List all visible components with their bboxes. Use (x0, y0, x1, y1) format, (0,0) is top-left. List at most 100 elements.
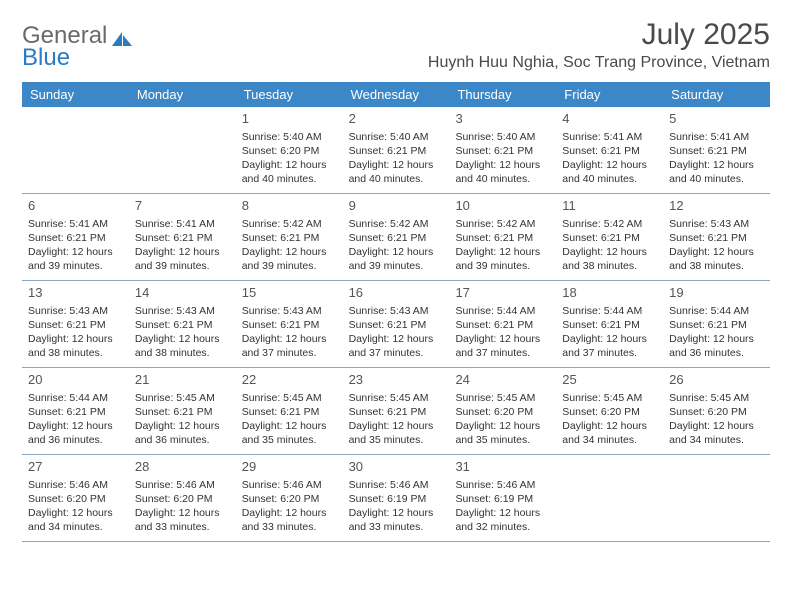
day-cell: 26Sunrise: 5:45 AMSunset: 6:20 PMDayligh… (663, 368, 770, 454)
daylight-text: Daylight: 12 hours and 39 minutes. (349, 245, 444, 273)
day-number: 1 (242, 110, 337, 128)
daylight-text: Daylight: 12 hours and 34 minutes. (669, 419, 764, 447)
day-number: 7 (135, 197, 230, 215)
sunrise-text: Sunrise: 5:42 AM (349, 217, 444, 231)
sunset-text: Sunset: 6:21 PM (135, 318, 230, 332)
sunset-text: Sunset: 6:20 PM (242, 492, 337, 506)
day-cell: 17Sunrise: 5:44 AMSunset: 6:21 PMDayligh… (449, 281, 556, 367)
day-number: 11 (562, 197, 657, 215)
sunrise-text: Sunrise: 5:43 AM (669, 217, 764, 231)
sunrise-text: Sunrise: 5:40 AM (455, 130, 550, 144)
week-row: 20Sunrise: 5:44 AMSunset: 6:21 PMDayligh… (22, 368, 770, 455)
header: GeneralBlue July 2025 Huynh Huu Nghia, S… (22, 18, 770, 72)
day-number: 2 (349, 110, 444, 128)
sunset-text: Sunset: 6:19 PM (349, 492, 444, 506)
day-number: 6 (28, 197, 123, 215)
sunrise-text: Sunrise: 5:44 AM (28, 391, 123, 405)
sunrise-text: Sunrise: 5:43 AM (242, 304, 337, 318)
day-number: 23 (349, 371, 444, 389)
sunrise-text: Sunrise: 5:41 AM (28, 217, 123, 231)
day-number: 27 (28, 458, 123, 476)
daylight-text: Daylight: 12 hours and 38 minutes. (28, 332, 123, 360)
daylight-text: Daylight: 12 hours and 33 minutes. (242, 506, 337, 534)
day-cell: 19Sunrise: 5:44 AMSunset: 6:21 PMDayligh… (663, 281, 770, 367)
daylight-text: Daylight: 12 hours and 40 minutes. (455, 158, 550, 186)
daylight-text: Daylight: 12 hours and 36 minutes. (28, 419, 123, 447)
daylight-text: Daylight: 12 hours and 34 minutes. (562, 419, 657, 447)
day-number: 18 (562, 284, 657, 302)
day-cell: 1Sunrise: 5:40 AMSunset: 6:20 PMDaylight… (236, 107, 343, 193)
sunset-text: Sunset: 6:21 PM (669, 231, 764, 245)
day-cell: 27Sunrise: 5:46 AMSunset: 6:20 PMDayligh… (22, 455, 129, 541)
day-number: 16 (349, 284, 444, 302)
day-cell: 12Sunrise: 5:43 AMSunset: 6:21 PMDayligh… (663, 194, 770, 280)
sunset-text: Sunset: 6:21 PM (349, 405, 444, 419)
dow-wednesday: Wednesday (343, 82, 450, 107)
daylight-text: Daylight: 12 hours and 37 minutes. (562, 332, 657, 360)
day-number: 26 (669, 371, 764, 389)
daylight-text: Daylight: 12 hours and 40 minutes. (242, 158, 337, 186)
sunrise-text: Sunrise: 5:42 AM (562, 217, 657, 231)
month-title: July 2025 (428, 18, 770, 52)
dow-tuesday: Tuesday (236, 82, 343, 107)
sunset-text: Sunset: 6:21 PM (455, 144, 550, 158)
day-cell: 18 Sunrise: 5:44 AMSunset: 6:21 PMDayligh… (556, 281, 663, 367)
sunrise-text: Sunrise: 5:44 AM (562, 304, 657, 318)
daylight-text: Daylight: 12 hours and 33 minutes. (349, 506, 444, 534)
daylight-text: Daylight: 12 hours and 40 minutes. (349, 158, 444, 186)
sunrise-text: Sunrise: 5:43 AM (349, 304, 444, 318)
sunrise-text: Sunrise: 5:40 AM (242, 130, 337, 144)
dow-saturday: Saturday (663, 82, 770, 107)
sunset-text: Sunset: 6:21 PM (562, 231, 657, 245)
sunrise-text: Sunrise: 5:42 AM (242, 217, 337, 231)
daylight-text: Daylight: 12 hours and 39 minutes. (455, 245, 550, 273)
logo: GeneralBlue (22, 18, 134, 70)
week-row: 13Sunrise: 5:43 AMSunset: 6:21 PMDayligh… (22, 281, 770, 368)
daylight-text: Daylight: 12 hours and 36 minutes. (669, 332, 764, 360)
day-cell: 10Sunrise: 5:42 AMSunset: 6:21 PMDayligh… (449, 194, 556, 280)
empty-cell (556, 455, 663, 541)
dow-sunday: Sunday (22, 82, 129, 107)
day-number: 19 (669, 284, 764, 302)
daylight-text: Daylight: 12 hours and 35 minutes. (242, 419, 337, 447)
day-number: 15 (242, 284, 337, 302)
sunrise-text: Sunrise: 5:42 AM (455, 217, 550, 231)
day-cell: 30Sunrise: 5:46 AMSunset: 6:19 PMDayligh… (343, 455, 450, 541)
sunset-text: Sunset: 6:21 PM (349, 144, 444, 158)
daylight-text: Daylight: 12 hours and 38 minutes. (135, 332, 230, 360)
day-cell: 29Sunrise: 5:46 AMSunset: 6:20 PMDayligh… (236, 455, 343, 541)
sunset-text: Sunset: 6:21 PM (242, 318, 337, 332)
daylight-text: Daylight: 12 hours and 39 minutes. (135, 245, 230, 273)
sunrise-text: Sunrise: 5:46 AM (349, 478, 444, 492)
sunset-text: Sunset: 6:21 PM (28, 405, 123, 419)
sunrise-text: Sunrise: 5:41 AM (562, 130, 657, 144)
daylight-text: Daylight: 12 hours and 33 minutes. (135, 506, 230, 534)
day-number: 14 (135, 284, 230, 302)
daylight-text: Daylight: 12 hours and 40 minutes. (562, 158, 657, 186)
sunset-text: Sunset: 6:21 PM (135, 405, 230, 419)
week-row: 6Sunrise: 5:41 AMSunset: 6:21 PMDaylight… (22, 194, 770, 281)
day-cell: 4Sunrise: 5:41 AMSunset: 6:21 PMDaylight… (556, 107, 663, 193)
day-number: 29 (242, 458, 337, 476)
day-number: 13 (28, 284, 123, 302)
title-block: July 2025 Huynh Huu Nghia, Soc Trang Pro… (428, 18, 770, 72)
day-cell: 9Sunrise: 5:42 AMSunset: 6:21 PMDaylight… (343, 194, 450, 280)
empty-cell (22, 107, 129, 193)
sunset-text: Sunset: 6:21 PM (562, 144, 657, 158)
sunrise-text: Sunrise: 5:45 AM (349, 391, 444, 405)
sunrise-text: Sunrise: 5:45 AM (135, 391, 230, 405)
daylight-text: Daylight: 12 hours and 35 minutes. (455, 419, 550, 447)
day-cell: 21 Sunrise: 5:45 AMSunset: 6:21 PMDayligh… (129, 368, 236, 454)
dow-thursday: Thursday (449, 82, 556, 107)
daylight-text: Daylight: 12 hours and 36 minutes. (135, 419, 230, 447)
sunset-text: Sunset: 6:21 PM (28, 231, 123, 245)
day-cell: 8Sunrise: 5:42 AMSunset: 6:21 PMDaylight… (236, 194, 343, 280)
daylight-text: Daylight: 12 hours and 38 minutes. (562, 245, 657, 273)
sunset-text: Sunset: 6:21 PM (242, 405, 337, 419)
day-cell: 7Sunrise: 5:41 AMSunset: 6:21 PMDaylight… (129, 194, 236, 280)
day-number: 31 (455, 458, 550, 476)
day-number: 12 (669, 197, 764, 215)
day-number: 21 (135, 371, 230, 389)
day-cell: 24Sunrise: 5:45 AMSunset: 6:20 PMDayligh… (449, 368, 556, 454)
sunset-text: Sunset: 6:21 PM (562, 318, 657, 332)
